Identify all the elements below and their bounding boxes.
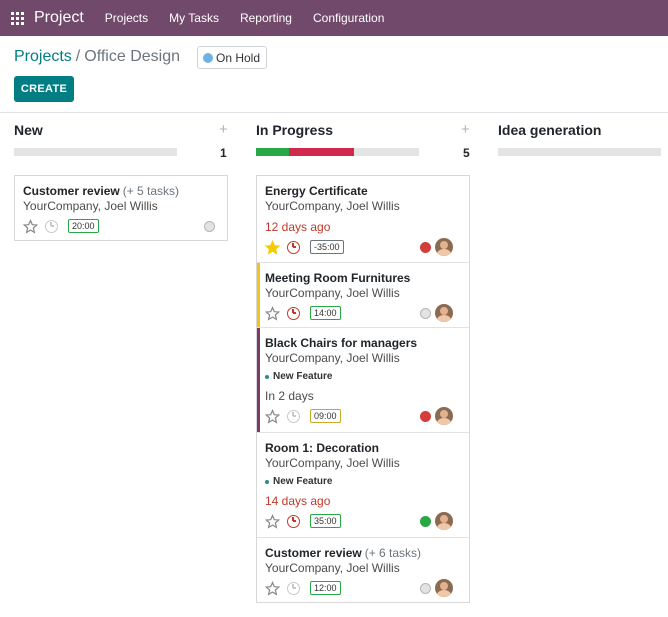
card-customer: YourCompany, Joel Willis <box>265 351 400 365</box>
breadcrumb-separator: / <box>75 48 81 65</box>
nav-item-my-tasks[interactable]: My Tasks <box>169 11 219 25</box>
column-add-icon[interactable]: + <box>461 121 470 138</box>
assignee-avatar[interactable] <box>435 407 453 425</box>
card-color-bar <box>257 328 260 432</box>
project-status-button[interactable]: On Hold <box>197 46 268 69</box>
breadcrumb-current: Office Design <box>84 48 180 65</box>
column-title-new[interactable]: New <box>14 122 43 138</box>
kanban-card[interactable]: Meeting Room Furnitures YourCompany, Joel… <box>257 263 469 328</box>
card-title: Black Chairs for managers <box>265 336 418 350</box>
star-icon[interactable] <box>265 240 280 255</box>
assignee-avatar[interactable] <box>435 238 453 256</box>
nav-item-projects[interactable]: Projects <box>104 11 149 25</box>
card-color-bar <box>257 263 260 327</box>
card-customer: YourCompany, Joel Willis <box>265 286 400 300</box>
card-customer: YourCompany, Joel Willis <box>265 199 400 213</box>
state-indicator[interactable] <box>420 583 431 594</box>
card-customer: YourCompany, Joel Willis <box>23 199 158 213</box>
breadcrumb: Projects / Office Design <box>14 48 180 66</box>
column-title-idea-generation[interactable]: Idea generation <box>498 122 602 138</box>
star-icon[interactable] <box>265 514 280 529</box>
card-title: Energy Certificate <box>265 184 368 198</box>
card-tag: New Feature <box>265 371 461 382</box>
tag-dot-icon <box>265 374 269 379</box>
column-progress-bar[interactable] <box>14 148 177 156</box>
status-label: On Hold <box>216 50 261 65</box>
card-title: Meeting Room Furnitures <box>265 271 411 285</box>
progress-segment-grey[interactable] <box>14 148 177 156</box>
progress-segment-red[interactable] <box>288 148 354 156</box>
card-title: Customer review (+ 5 tasks) <box>23 184 180 198</box>
card-subtasks[interactable]: (+ 5 tasks) <box>122 184 180 198</box>
kanban-card[interactable]: Energy Certificate YourCompany, Joel Will… <box>257 176 469 263</box>
column-count: 5 <box>463 146 470 160</box>
column-count: 1 <box>220 146 227 160</box>
allocated-time-badge: 14:00 <box>310 306 341 320</box>
card-tag: New Feature <box>265 476 461 487</box>
breadcrumb-projects-link[interactable]: Projects <box>14 48 72 65</box>
assignee-avatar[interactable] <box>435 579 453 597</box>
state-indicator[interactable] <box>420 411 431 422</box>
allocated-time-badge: -35:00 <box>310 240 344 254</box>
progress-segment-green[interactable] <box>256 148 289 156</box>
card-deadline: In 2 days <box>265 389 314 403</box>
card-customer: YourCompany, Joel Willis <box>265 561 400 575</box>
state-indicator[interactable] <box>204 221 215 232</box>
assignee-avatar[interactable] <box>435 304 453 322</box>
top-navbar: Project Projects My Tasks Reporting Conf… <box>0 0 668 36</box>
allocated-time-badge: 20:00 <box>68 219 99 233</box>
allocated-time-badge: 09:00 <box>310 409 341 423</box>
state-indicator[interactable] <box>420 516 431 527</box>
tag-dot-icon <box>265 479 269 484</box>
allocated-time-badge: 35:00 <box>310 514 341 528</box>
nav-item-configuration[interactable]: Configuration <box>312 11 385 25</box>
card-deadline: 12 days ago <box>265 220 331 234</box>
star-icon[interactable] <box>265 306 280 321</box>
kanban-column-in-progress: Energy Certificate YourCompany, Joel Will… <box>256 175 470 603</box>
card-subtasks[interactable]: (+ 6 tasks) <box>364 546 422 560</box>
column-add-icon[interactable]: + <box>219 121 228 138</box>
column-progress-bar[interactable] <box>256 148 419 156</box>
progress-segment-grey[interactable] <box>353 148 419 156</box>
create-button[interactable]: CREATE <box>14 76 74 102</box>
column-progress-bar[interactable] <box>498 148 661 156</box>
progress-segment-grey[interactable] <box>498 148 661 156</box>
kanban-card[interactable]: Customer review (+ 6 tasks) YourCompany, J… <box>257 538 469 602</box>
kanban-card[interactable]: Room 1: Decoration YourCompany, Joel Will… <box>257 433 469 538</box>
kanban-card[interactable]: Black Chairs for managers YourCompany, Jo… <box>257 328 469 433</box>
card-deadline: 14 days ago <box>265 494 331 508</box>
clock-icon[interactable] <box>287 582 300 595</box>
state-indicator[interactable] <box>420 308 431 319</box>
control-panel: Projects / Office Design On Hold CREATE <box>0 36 668 113</box>
card-customer: YourCompany, Joel Willis <box>265 456 400 470</box>
assignee-avatar[interactable] <box>435 512 453 530</box>
state-indicator[interactable] <box>420 242 431 253</box>
status-dot-icon <box>203 52 213 63</box>
clock-icon[interactable] <box>287 307 300 320</box>
clock-icon[interactable] <box>287 410 300 423</box>
app-brand[interactable]: Project <box>34 9 84 26</box>
card-title: Room 1: Decoration <box>265 441 380 455</box>
star-icon[interactable] <box>265 409 280 424</box>
star-icon[interactable] <box>265 581 280 596</box>
clock-icon[interactable] <box>45 220 58 233</box>
clock-icon[interactable] <box>287 515 300 528</box>
star-icon[interactable] <box>23 219 38 234</box>
column-title-in-progress[interactable]: In Progress <box>256 122 334 138</box>
card-title: Customer review (+ 6 tasks) <box>265 546 422 560</box>
apps-grid-icon[interactable] <box>11 11 24 25</box>
clock-icon[interactable] <box>287 241 300 254</box>
kanban-card[interactable]: Customer review (+ 5 tasks) YourCompany, … <box>14 175 228 241</box>
allocated-time-badge: 12:00 <box>310 581 341 595</box>
nav-item-reporting[interactable]: Reporting <box>239 11 292 25</box>
